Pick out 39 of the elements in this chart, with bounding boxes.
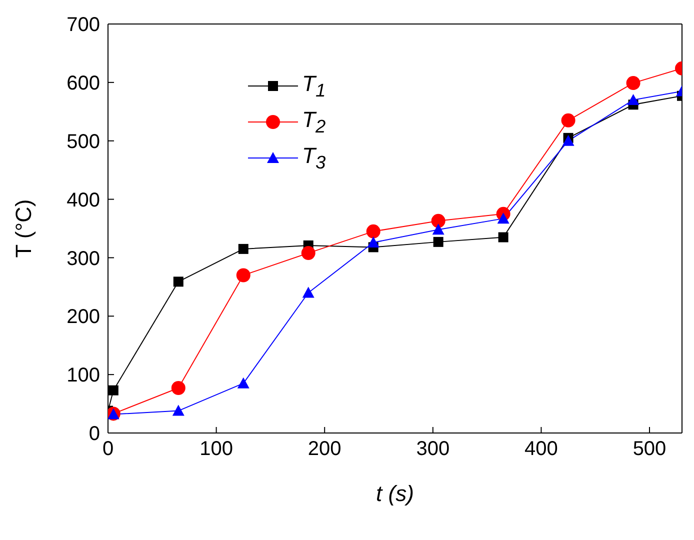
y-tick-label: 600 — [66, 72, 100, 95]
y-tick-label: 0 — [88, 423, 100, 446]
point — [367, 236, 380, 248]
point — [562, 134, 574, 146]
point — [173, 276, 184, 287]
x-tick-label: 500 — [632, 438, 666, 460]
point — [301, 246, 316, 260]
y-tick-label: 500 — [66, 130, 100, 153]
y-tick-label: 700 — [66, 14, 100, 36]
legend-label: T$_{1}$ — [302, 70, 326, 102]
point — [498, 232, 508, 242]
point — [302, 286, 314, 298]
point — [627, 94, 640, 105]
point — [431, 214, 446, 228]
point — [238, 244, 248, 254]
y-tick-label: 400 — [66, 189, 100, 212]
y-axis-title: T (°C) — [10, 199, 36, 258]
point — [561, 113, 576, 128]
y-tick-label: 200 — [66, 306, 100, 328]
x-tick-label: 0 — [102, 438, 114, 460]
point — [172, 404, 184, 416]
point — [108, 385, 118, 396]
x-tick-label: 400 — [524, 438, 558, 460]
point — [497, 212, 510, 224]
point — [236, 268, 250, 282]
point — [237, 377, 250, 388]
x-tick-label: 300 — [416, 438, 450, 460]
y-tick-label: 100 — [66, 364, 100, 387]
legend-label: T$_{2}$ — [302, 106, 326, 138]
legend-label: T$_{3}$ — [302, 142, 326, 174]
y-tick-label: 300 — [66, 248, 100, 270]
point — [626, 76, 640, 90]
point — [366, 224, 380, 238]
point — [432, 224, 444, 235]
point — [171, 381, 186, 396]
point — [433, 236, 444, 247]
x-axis-title: t (s) — [376, 481, 414, 506]
x-tick-label: 200 — [308, 438, 342, 460]
x-tick-label: 100 — [200, 438, 233, 460]
